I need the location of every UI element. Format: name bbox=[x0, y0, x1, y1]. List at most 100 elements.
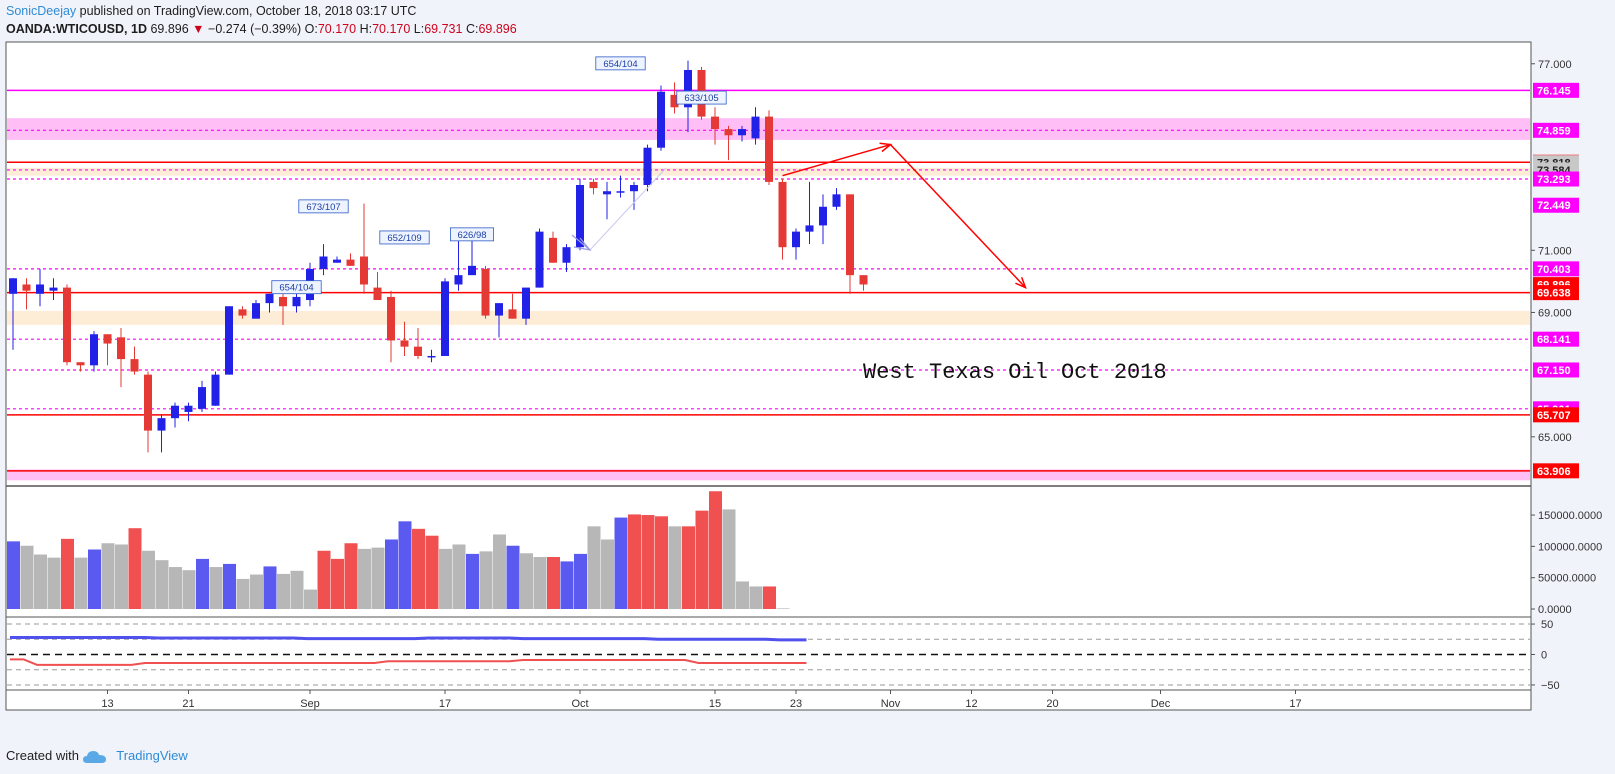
volume-bar bbox=[722, 509, 736, 609]
candle-body bbox=[171, 405, 179, 419]
open-label: O: bbox=[304, 22, 318, 36]
candle-body bbox=[90, 334, 98, 366]
candle-body bbox=[36, 284, 44, 294]
high-label: H: bbox=[359, 22, 373, 36]
volume-tick-label: 100000.0000 bbox=[1538, 541, 1602, 553]
level-label-bg bbox=[1533, 82, 1579, 98]
annotation-box bbox=[379, 230, 430, 245]
level-label: 69.638 bbox=[1537, 288, 1571, 300]
volume-bar bbox=[209, 567, 223, 609]
volume-bar bbox=[412, 528, 425, 609]
volume-axis-ticks: 150000.0000 100000.0000 50000.0000 0.0000 bbox=[1531, 510, 1602, 616]
volume-bar bbox=[61, 538, 74, 609]
time-tick-label: 17 bbox=[1289, 698, 1301, 710]
volume-bar bbox=[695, 510, 709, 609]
candle-body bbox=[846, 194, 854, 276]
zone-band bbox=[7, 310, 1530, 325]
volume-bar bbox=[317, 550, 331, 609]
volume-bar bbox=[385, 539, 398, 609]
candle-body bbox=[495, 303, 503, 316]
volume-bar bbox=[506, 545, 520, 609]
volume-bar bbox=[668, 526, 682, 609]
level-label: 72.449 bbox=[1537, 200, 1571, 212]
candle-body bbox=[684, 69, 692, 108]
tradingview-cloud-icon bbox=[82, 750, 106, 763]
candle-body bbox=[603, 191, 611, 195]
candle-body bbox=[9, 278, 17, 294]
volume-bar bbox=[560, 561, 574, 609]
volume-tick-label: 0.0000 bbox=[1538, 604, 1572, 616]
volume-bar bbox=[115, 544, 128, 609]
volume-bar bbox=[344, 543, 358, 609]
level-label-bg bbox=[1533, 171, 1579, 187]
close-value: 69.896 bbox=[478, 22, 517, 36]
time-tick-label: Oct bbox=[571, 698, 588, 710]
volume-bar bbox=[641, 515, 655, 609]
volume-bar bbox=[587, 526, 601, 609]
candle-body bbox=[333, 259, 341, 263]
volume-bar bbox=[479, 551, 493, 609]
volume-bar bbox=[223, 563, 236, 609]
candle-body bbox=[562, 247, 571, 263]
candle-body bbox=[738, 129, 746, 136]
drawn-arrow bbox=[571, 167, 667, 251]
time-tick-label: 15 bbox=[709, 698, 721, 710]
volume-bar bbox=[142, 550, 155, 609]
volume-bar bbox=[682, 526, 695, 609]
time-tick-label: 23 bbox=[790, 698, 802, 710]
created-with-text: Created with bbox=[6, 748, 79, 763]
level-label-bg bbox=[1533, 407, 1579, 423]
candle-body bbox=[805, 225, 814, 232]
price-chart[interactable]: 654/104 673/107 652/109 626/98 654/104 633/10… bbox=[0, 40, 1615, 745]
projection-arrow-head bbox=[1015, 277, 1027, 289]
volume-bar bbox=[20, 545, 34, 609]
volume-bar bbox=[236, 578, 250, 609]
close-label: C: bbox=[465, 22, 479, 36]
volume-bar bbox=[425, 535, 439, 609]
volume-bar bbox=[169, 567, 182, 609]
candle-body bbox=[522, 287, 530, 319]
time-tick-label: 21 bbox=[182, 698, 194, 710]
candle-body bbox=[387, 296, 395, 341]
published-text: published on TradingView.com, October 18… bbox=[79, 4, 417, 18]
volume-bar bbox=[277, 573, 290, 609]
volume-bar bbox=[628, 514, 641, 609]
level-label: 73.293 bbox=[1537, 174, 1571, 186]
candle-body bbox=[292, 296, 301, 307]
candle-body bbox=[211, 374, 220, 406]
publish-info: SonicDeejay published on TradingView.com… bbox=[6, 4, 416, 18]
author-link[interactable]: SonicDeejay bbox=[6, 4, 77, 18]
time-tick-label: 12 bbox=[965, 698, 977, 710]
chart-title: West Texas Oil Oct 2018 bbox=[863, 360, 1167, 385]
candle-body bbox=[144, 374, 152, 431]
low-value: 69.731 bbox=[424, 22, 463, 36]
candle-body bbox=[346, 259, 355, 266]
annotation-label: 673/107 bbox=[306, 202, 340, 213]
volume-bar bbox=[452, 544, 466, 609]
candle-body bbox=[643, 147, 652, 186]
candle-body bbox=[535, 231, 544, 288]
candle-body bbox=[117, 337, 125, 360]
candle-body bbox=[400, 340, 409, 347]
level-label-bg bbox=[1533, 261, 1579, 277]
candle-body bbox=[724, 129, 733, 136]
annotation-box bbox=[676, 90, 727, 105]
volume-bar bbox=[358, 548, 371, 609]
candle-body bbox=[616, 191, 625, 193]
candle-body bbox=[549, 237, 557, 263]
volume-bar bbox=[736, 581, 749, 609]
oscillator-pane: 50 0 −50 bbox=[7, 619, 1560, 692]
osc-red-line bbox=[10, 658, 807, 666]
osc-tick-label: −50 bbox=[1541, 680, 1560, 692]
volume-bar bbox=[155, 560, 169, 609]
level-label-bg bbox=[1533, 362, 1579, 378]
volume-bar bbox=[101, 543, 115, 609]
tradingview-link[interactable]: TradingView bbox=[116, 748, 188, 763]
candle-body bbox=[670, 94, 679, 108]
level-label-bg bbox=[1533, 197, 1579, 213]
osc-tick-label: 50 bbox=[1541, 619, 1553, 631]
level-label: 67.150 bbox=[1537, 365, 1571, 377]
candle-body bbox=[225, 306, 233, 375]
candle-body bbox=[130, 359, 139, 372]
volume-bar bbox=[533, 557, 547, 609]
